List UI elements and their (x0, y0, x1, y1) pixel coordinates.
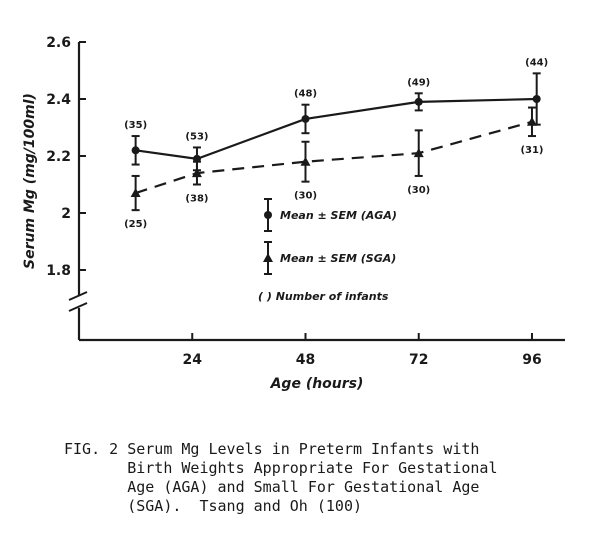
legend-aga: Mean ± SEM (AGA) (264, 198, 397, 232)
tick-labels: 1.8 2 2.2 2.4 2.6 24 48 72 96 Age (hours) Serum Mg… (22, 35, 542, 392)
n-label-aga: (44) (525, 57, 548, 68)
legend-sga: Mean ± SEM (SGA) (263, 241, 396, 275)
series-sga: (25) (38) (30) (30) (31) (124, 106, 544, 230)
data-point-aga (131, 146, 140, 155)
legend-marker-circle (264, 211, 272, 219)
legend-label: Mean ± SEM (AGA) (280, 209, 397, 222)
data-point-aga (532, 95, 541, 103)
x-tick-label: 72 (409, 352, 428, 368)
y-axis-title: Serum Mg (mg/100ml) (22, 93, 38, 269)
n-label-sga: (30) (407, 185, 430, 196)
data-point-sga (130, 188, 141, 198)
serum-mg-chart: 1.8 2 2.2 2.4 2.6 24 48 72 96 Age (hours) Serum Mg… (22, 35, 565, 392)
data-point-sga (191, 168, 202, 178)
n-label-sga: (31) (520, 145, 543, 156)
y-tick-label: 1.8 (46, 263, 71, 279)
figure-caption: FIG. 2 Serum Mg Levels in Preterm Infant… (64, 440, 584, 516)
n-label-aga: (35) (124, 120, 147, 131)
data-point-sga (300, 156, 311, 166)
series-aga: (35) (53) (48) (49) (44) (124, 57, 548, 172)
x-tick-label: 48 (296, 352, 315, 368)
data-point-sga (413, 148, 424, 158)
n-label-sga: (25) (124, 219, 147, 230)
n-label-sga: (30) (294, 191, 317, 202)
caption-line-2: Birth Weights Appropriate For Gestationa… (64, 459, 498, 477)
data-point-aga (301, 114, 310, 123)
legend-label: Mean ± SEM (SGA) (280, 252, 396, 265)
axis-break-mark (68, 291, 88, 301)
n-label-aga: (48) (294, 89, 317, 100)
x-tick-label: 24 (183, 352, 203, 368)
caption-line-1: FIG. 2 Serum Mg Levels in Preterm Infant… (64, 440, 480, 458)
n-label-aga: (53) (185, 131, 208, 142)
legend: Mean ± SEM (AGA) Mean ± SEM (SGA) ( ) Numb… (258, 198, 397, 303)
data-point-aga (414, 97, 423, 106)
n-label-sga: (38) (185, 194, 208, 205)
y-tick-label: 2.6 (46, 35, 71, 51)
n-label-aga: (49) (407, 77, 430, 88)
y-tick-label: 2 (61, 206, 71, 222)
y-tick-label: 2.2 (46, 149, 71, 165)
x-axis-title: Age (hours) (270, 376, 364, 392)
data-point-sga (526, 116, 537, 126)
sga-line (135, 120, 533, 195)
axis-break-mark (68, 302, 88, 312)
caption-line-4: (SGA). Tsang and Oh (100) (64, 497, 363, 515)
y-tick-label: 2.4 (46, 92, 71, 108)
series-layer: (35) (53) (48) (49) (44) (25) (38) (30) (30) (31) (124, 57, 548, 230)
caption-line-3: Age (AGA) and Small For Gestational Age (64, 478, 480, 496)
axes (68, 41, 565, 342)
aga-line (135, 97, 537, 160)
legend-note: ( ) Number of infants (258, 290, 389, 303)
legend-marker-triangle (263, 253, 273, 262)
x-tick-label: 96 (522, 352, 541, 368)
